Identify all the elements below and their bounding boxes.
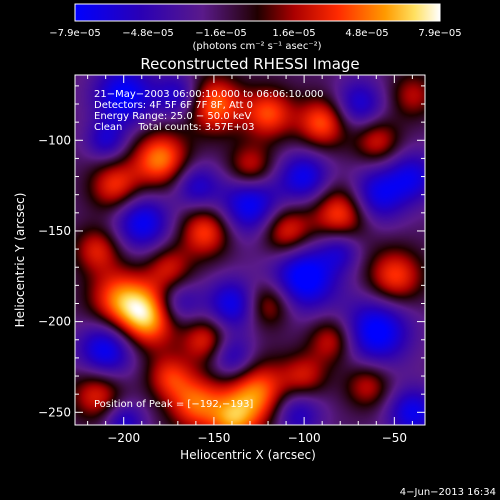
x-tick-label: −200 (107, 431, 140, 445)
colorbar-tick-label: −1.6e−05 (195, 28, 247, 39)
info-annotations: 21−May−2003 06:00:10.000 to 06:06:10.000… (94, 89, 324, 133)
y-axis-label: Heliocentric Y (arcsec) (13, 193, 27, 328)
annotation-clean: Clean Total counts: 3.57E+03 (94, 122, 254, 133)
annotation-energy: Energy Range: 25.0 − 50.0 keV (94, 111, 251, 122)
axes: −200 −150 −100 −50 −100 −150 −200 −250 (38, 75, 425, 445)
x-tick-label: −100 (288, 431, 321, 445)
y-tick-label: −250 (38, 405, 71, 419)
heatmap-image (75, 75, 425, 425)
x-tick-label: −50 (382, 431, 407, 445)
colorbar-ticks: −7.9e−05 −4.8e−05 −1.6e−05 1.6e−05 4.8e−05 7.… (49, 28, 461, 39)
colorbar-tick-label: 7.9e−05 (418, 28, 461, 39)
y-tick-label: −200 (38, 315, 71, 329)
colorbar-tick-label: 4.8e−05 (345, 28, 388, 39)
colorbar: −7.9e−05 −4.8e−05 −1.6e−05 1.6e−05 4.8e−05 7.… (49, 3, 462, 52)
x-axis-label: Heliocentric X (arcsec) (180, 448, 316, 462)
colorbar-tick-label: 1.6e−05 (272, 28, 315, 39)
y-tick-label: −100 (38, 133, 71, 147)
colorbar-unit-label: (photons cm⁻² s⁻¹ asec⁻²) (192, 41, 321, 52)
x-tick-label: −150 (197, 431, 230, 445)
annotation-detectors: Detectors: 4F 5F 6F 7F 8F, Att 0 (94, 100, 253, 111)
colorbar-tick-label: −4.8e−05 (122, 28, 174, 39)
colorbar-gradient (74, 3, 441, 22)
peak-position-label: Position of Peak = [−192,−193] (94, 399, 253, 410)
y-tick-label: −150 (38, 224, 71, 238)
footer-date: 4−Jun−2013 16:34 (400, 487, 496, 498)
annotation-time: 21−May−2003 06:00:10.000 to 06:06:10.000 (94, 89, 324, 100)
colorbar-tick-label: −7.9e−05 (49, 28, 101, 39)
chart-title: Reconstructed RHESSI Image (140, 55, 359, 73)
